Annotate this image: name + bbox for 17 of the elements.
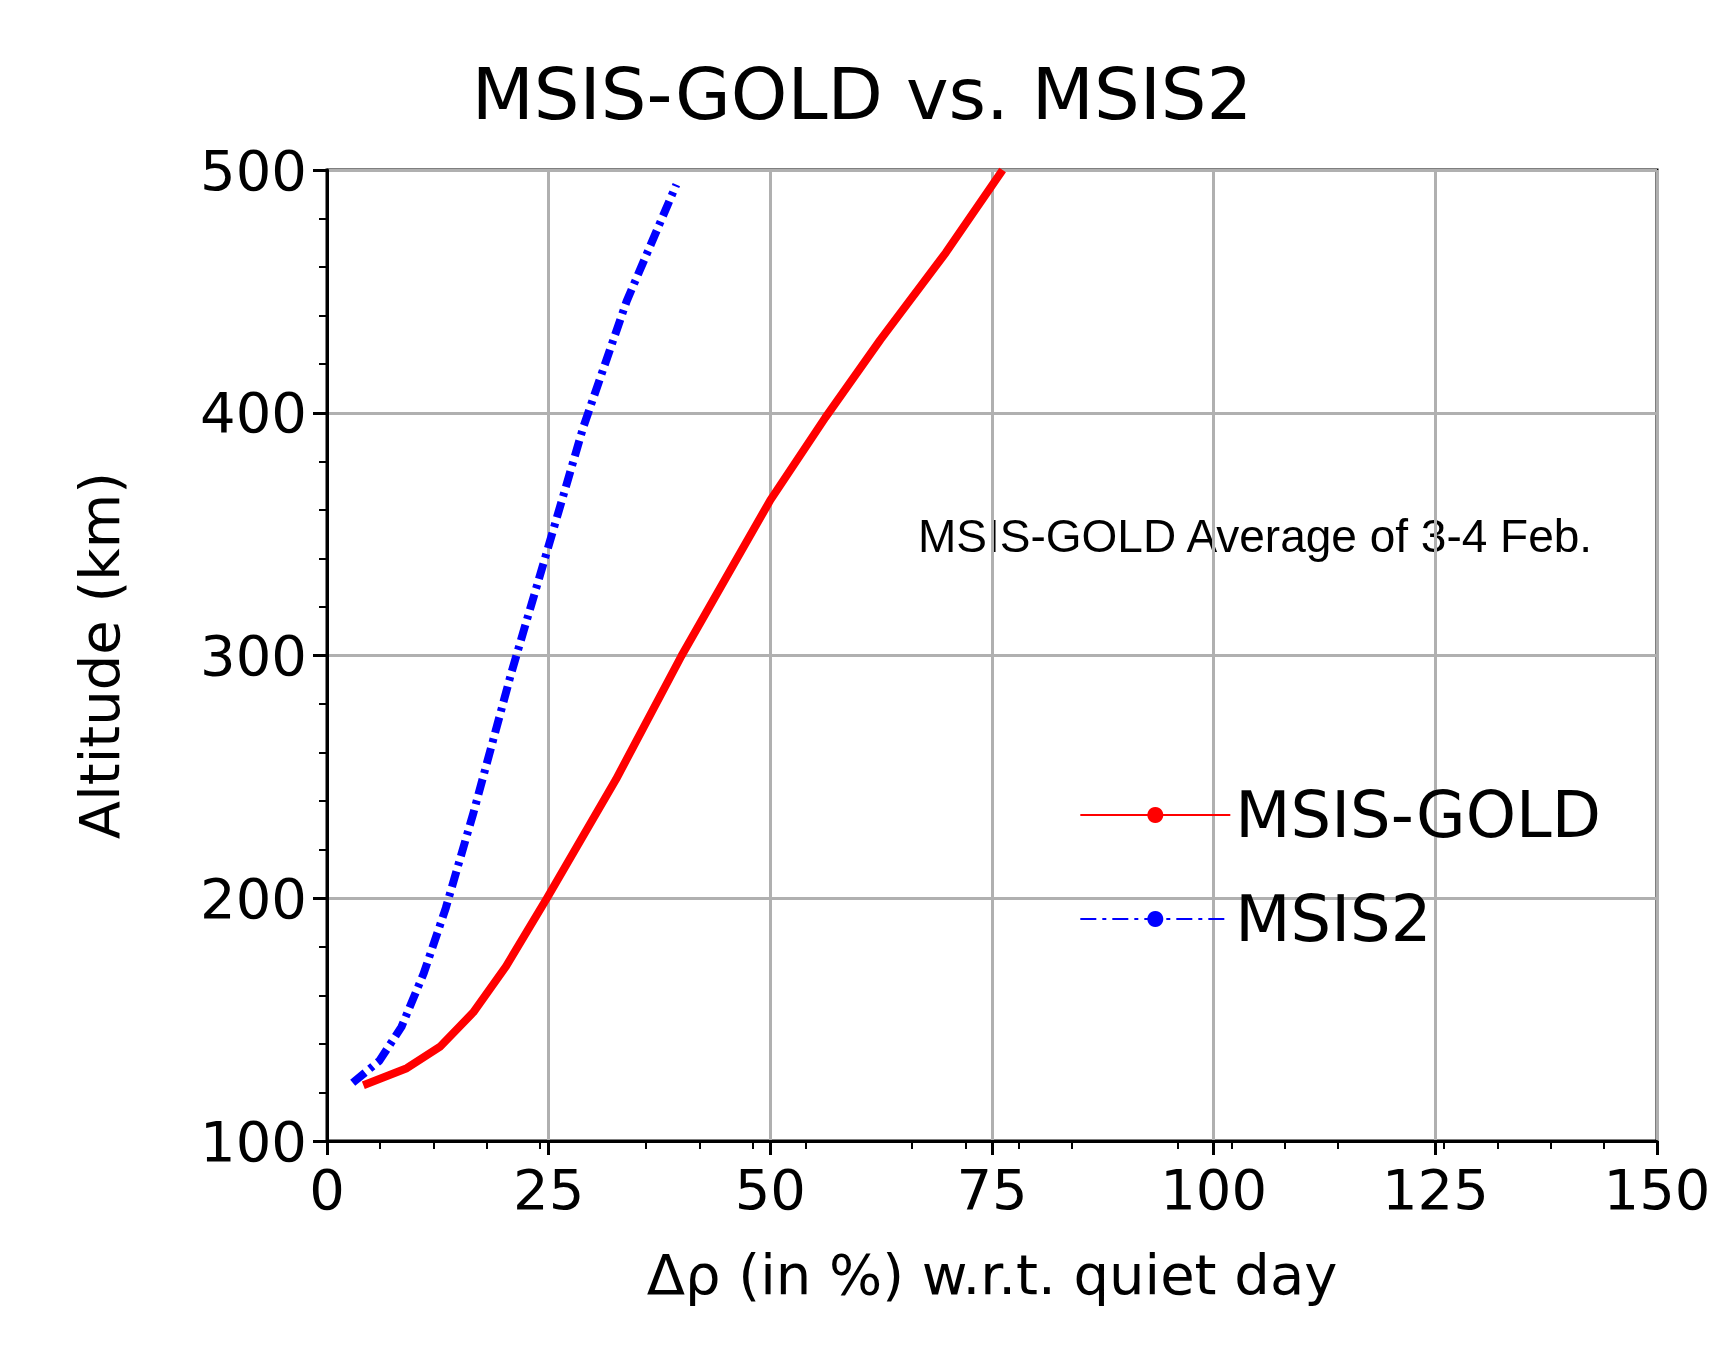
x-tick-label: 125: [1381, 1156, 1489, 1222]
y-tick-label: 300: [200, 623, 307, 688]
x-tick-label: 50: [734, 1156, 806, 1222]
legend-label: MSIS-GOLD: [1235, 778, 1601, 852]
legend-label: MSIS2: [1235, 882, 1432, 956]
x-axis-title: Δρ (in %) w.r.t. quiet day: [646, 1241, 1338, 1307]
y-tick-label: 500: [200, 137, 307, 203]
x-tick-label: 100: [1160, 1156, 1268, 1222]
chart-title: MSIS-GOLD vs. MSIS2: [471, 52, 1253, 136]
x-tick-label: 150: [1603, 1156, 1711, 1222]
x-tick-label: 0: [309, 1156, 345, 1222]
x-tick-label: 75: [956, 1156, 1028, 1222]
y-axis-title: Altitude (km): [66, 471, 132, 840]
y-tick-label: 400: [200, 380, 307, 446]
x-tick-label: 25: [513, 1156, 585, 1222]
y-tick-label: 100: [200, 1108, 307, 1174]
y-tick-label: 200: [200, 865, 307, 931]
